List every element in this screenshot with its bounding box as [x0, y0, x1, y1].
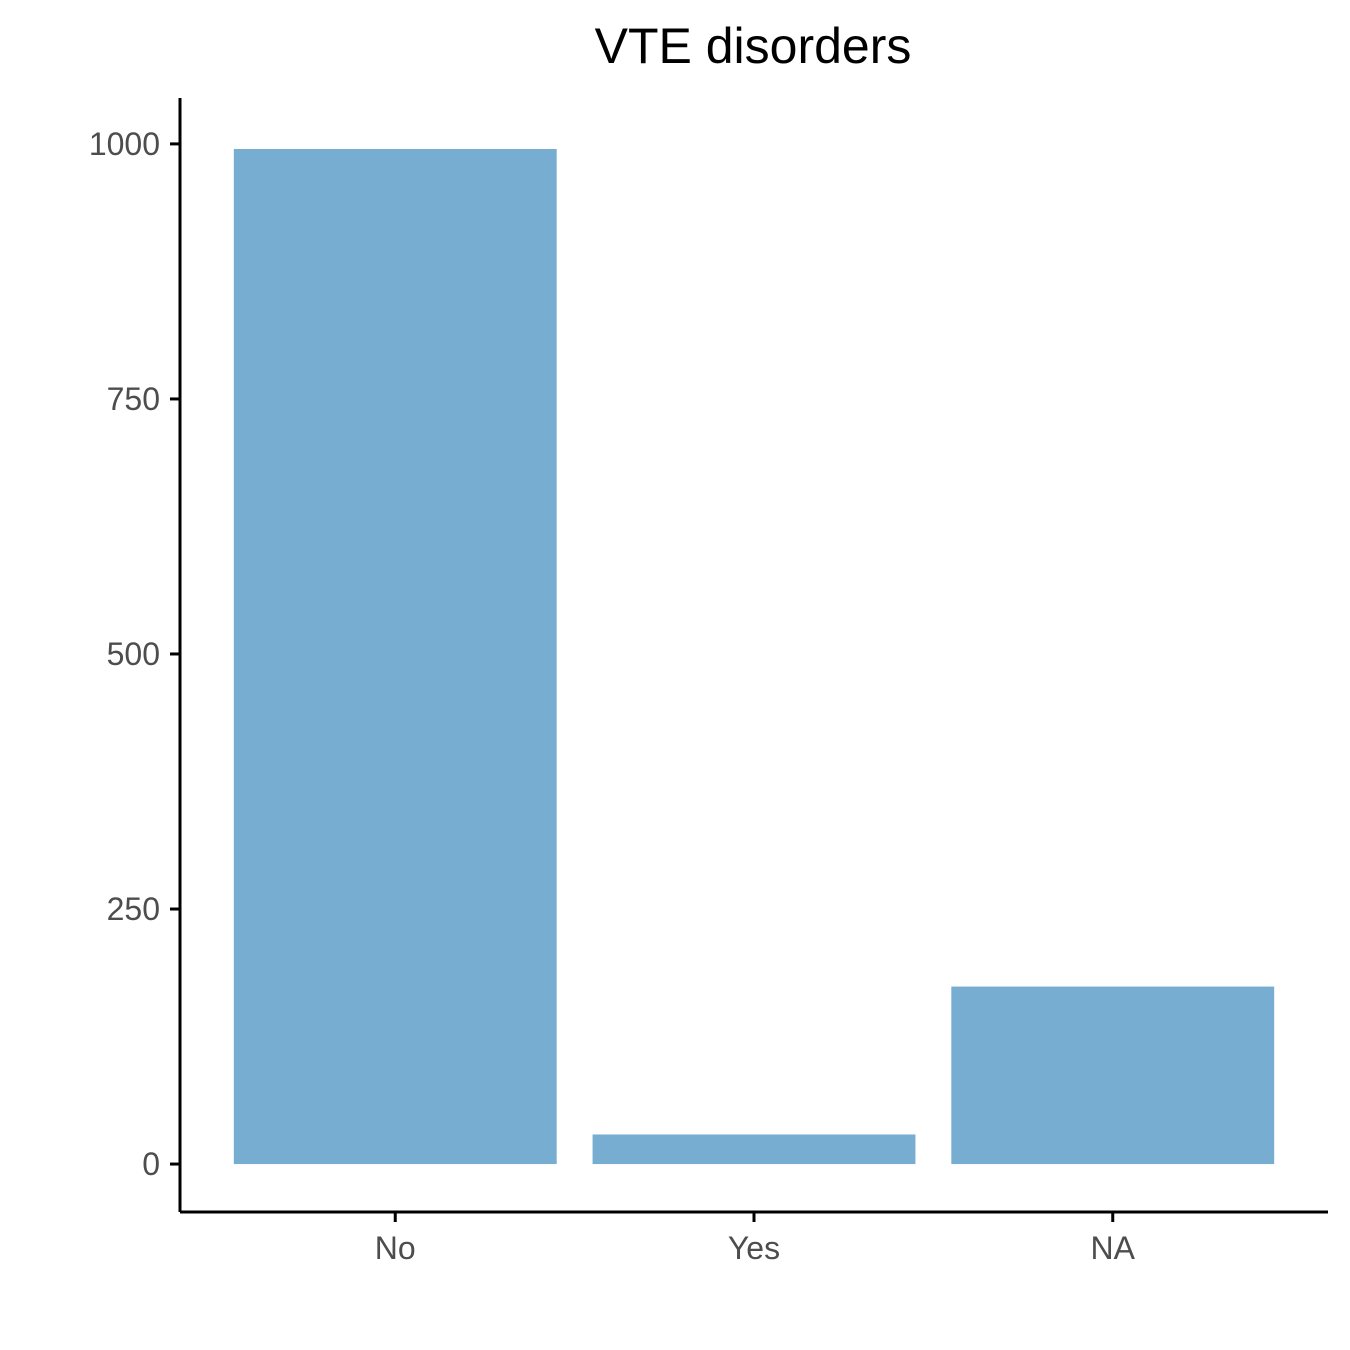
y-tick-label: 500: [107, 636, 160, 672]
x-tick-label: Yes: [728, 1230, 780, 1266]
bar-na: [951, 986, 1275, 1165]
bar-no: [233, 149, 557, 1165]
x-axis: No Yes NA: [180, 1210, 1328, 1266]
y-tick-label: 1000: [89, 126, 160, 162]
y-tick-label: 750: [107, 381, 160, 417]
bars-layer: [233, 149, 1275, 1165]
y-tick-label: 250: [107, 891, 160, 927]
x-tick-label: No: [375, 1230, 416, 1266]
bar-yes: [592, 1134, 916, 1165]
y-tick-label: 0: [142, 1146, 160, 1182]
y-axis: 0 250 500 750 1000: [89, 98, 182, 1212]
chart-title: VTE disorders: [595, 18, 912, 74]
x-tick-label: NA: [1091, 1230, 1136, 1266]
